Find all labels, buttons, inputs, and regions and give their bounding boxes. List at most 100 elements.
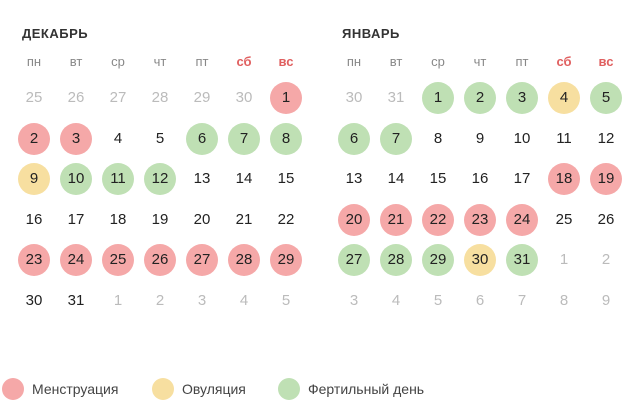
day-cell[interactable]: 25: [555, 210, 573, 228]
day-cell[interactable]: 28: [151, 89, 169, 106]
day-cell[interactable]: 7: [517, 291, 527, 309]
day-cell-menstruation[interactable]: 1: [270, 82, 302, 114]
day-cell-fertile[interactable]: 29: [422, 244, 454, 276]
day-cell-menstruation[interactable]: 27: [186, 244, 218, 276]
day-cell[interactable]: 4: [391, 291, 401, 309]
day-cell-fertile[interactable]: 6: [338, 122, 370, 155]
day-cell-menstruation[interactable]: 28: [228, 244, 260, 276]
day-cell-menstruation[interactable]: 26: [144, 244, 176, 276]
day-cell[interactable]: 22: [277, 210, 295, 228]
menstruation-dot-icon: [2, 378, 24, 400]
day-cell-fertile[interactable]: 6: [186, 122, 218, 155]
day-cell-menstruation[interactable]: 29: [270, 244, 302, 276]
day-cell[interactable]: 15: [277, 170, 295, 187]
day-cell-menstruation[interactable]: 18: [548, 163, 580, 195]
day-cell[interactable]: 11: [556, 129, 572, 147]
weekday-header: вс: [598, 54, 614, 69]
day-cell-fertile[interactable]: 12: [144, 163, 176, 195]
day-cell[interactable]: 16: [25, 210, 43, 228]
legend-label: Овуляция: [182, 381, 246, 397]
weekday-header: чт: [473, 54, 487, 69]
day-cell[interactable]: 31: [67, 291, 85, 309]
day-cell-fertile[interactable]: 3: [506, 82, 538, 114]
day-cell[interactable]: 18: [109, 210, 127, 228]
day-cell[interactable]: 3: [349, 291, 359, 309]
day-cell-fertile[interactable]: 10: [60, 163, 92, 195]
weekday-header: вт: [69, 54, 83, 69]
day-cell-menstruation[interactable]: 23: [18, 244, 50, 276]
day-cell[interactable]: 21: [235, 210, 253, 228]
day-cell[interactable]: 2: [155, 291, 165, 309]
day-cell-fertile[interactable]: 5: [590, 82, 622, 114]
day-cell[interactable]: 16: [471, 170, 489, 187]
day-cell[interactable]: 3: [197, 291, 207, 309]
day-cell-fertile[interactable]: 2: [464, 82, 496, 114]
day-cell[interactable]: 4: [113, 129, 123, 147]
day-cell[interactable]: 17: [513, 170, 531, 187]
day-cell[interactable]: 26: [67, 89, 85, 106]
weekday-header: ср: [431, 54, 445, 69]
day-cell-menstruation[interactable]: 2: [18, 122, 50, 155]
day-cell[interactable]: 19: [151, 210, 169, 228]
day-cell-fertile[interactable]: 28: [380, 244, 412, 276]
month-title: ДЕКАБРЬ: [22, 26, 89, 41]
day-cell[interactable]: 1: [113, 291, 123, 309]
day-cell[interactable]: 14: [235, 170, 253, 187]
day-cell[interactable]: 9: [601, 291, 611, 309]
legend-label: Менструация: [32, 381, 119, 397]
day-cell-menstruation[interactable]: 24: [60, 244, 92, 276]
day-cell-fertile[interactable]: 27: [338, 244, 370, 276]
ovulation-dot-icon: [152, 378, 174, 400]
day-cell-ovulation[interactable]: 30: [464, 244, 496, 276]
day-cell[interactable]: 15: [429, 170, 447, 187]
day-cell-menstruation[interactable]: 21: [380, 203, 412, 236]
day-cell[interactable]: 6: [475, 291, 485, 309]
day-cell[interactable]: 8: [433, 129, 443, 147]
day-cell[interactable]: 30: [25, 291, 43, 309]
day-cell-menstruation[interactable]: 23: [464, 203, 496, 236]
legend: Менструация Овуляция Фертильный день: [0, 378, 640, 402]
day-cell[interactable]: 25: [25, 89, 43, 106]
day-cell[interactable]: 5: [281, 291, 291, 309]
day-cell[interactable]: 26: [597, 210, 615, 228]
month-title: ЯНВАРЬ: [342, 26, 400, 41]
day-cell[interactable]: 20: [193, 210, 211, 228]
day-cell[interactable]: 31: [387, 89, 405, 106]
day-cell[interactable]: 29: [193, 89, 211, 106]
weekday-header: вт: [389, 54, 403, 69]
day-cell[interactable]: 10: [513, 129, 531, 147]
day-cell[interactable]: 8: [559, 291, 569, 309]
day-cell-fertile[interactable]: 7: [228, 122, 260, 155]
day-cell[interactable]: 12: [597, 129, 615, 147]
day-cell-fertile[interactable]: 31: [506, 244, 538, 276]
day-cell-ovulation[interactable]: 9: [18, 163, 50, 195]
day-cell-menstruation[interactable]: 25: [102, 244, 134, 276]
day-cell[interactable]: 2: [601, 251, 611, 268]
day-cell[interactable]: 13: [345, 170, 363, 187]
day-cell-fertile[interactable]: 1: [422, 82, 454, 114]
day-cell[interactable]: 30: [235, 89, 253, 106]
day-cell[interactable]: 9: [475, 129, 485, 147]
day-cell[interactable]: 14: [387, 170, 405, 187]
day-cell-menstruation[interactable]: 20: [338, 203, 370, 236]
day-cell[interactable]: 13: [193, 170, 211, 187]
weekday-header: сб: [556, 54, 572, 69]
day-cell-fertile[interactable]: 11: [102, 163, 134, 195]
day-cell-menstruation[interactable]: 24: [506, 203, 538, 236]
day-cell[interactable]: 30: [345, 89, 363, 106]
weekday-header: вс: [278, 54, 294, 69]
weekday-header: пн: [346, 54, 362, 69]
day-cell[interactable]: 5: [433, 291, 443, 309]
day-cell-menstruation[interactable]: 22: [422, 203, 454, 236]
day-cell[interactable]: 4: [239, 291, 249, 309]
day-cell-fertile[interactable]: 7: [380, 122, 412, 155]
day-cell-menstruation[interactable]: 3: [60, 122, 92, 155]
day-cell[interactable]: 27: [109, 89, 127, 106]
day-cell-ovulation[interactable]: 4: [548, 82, 580, 114]
day-cell[interactable]: 5: [155, 129, 165, 147]
weekday-header: чт: [153, 54, 167, 69]
day-cell[interactable]: 17: [67, 210, 85, 228]
day-cell-fertile[interactable]: 8: [270, 122, 302, 155]
day-cell[interactable]: 1: [559, 251, 569, 268]
day-cell-menstruation[interactable]: 19: [590, 163, 622, 195]
